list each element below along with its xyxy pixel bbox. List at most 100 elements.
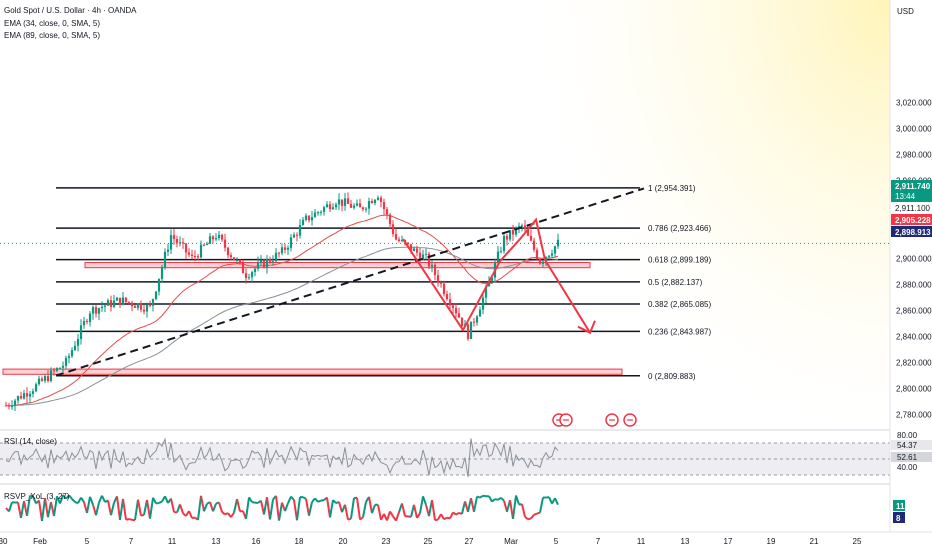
xvol-segment	[377, 504, 382, 520]
xvol-segment	[521, 503, 526, 518]
candle-body	[367, 201, 371, 209]
candle-body	[103, 305, 107, 307]
candle-body	[73, 345, 77, 351]
candle-body	[7, 405, 11, 407]
candle-body	[442, 283, 446, 295]
candle-body	[520, 225, 524, 227]
candle-body	[139, 303, 143, 310]
xvol-segment	[209, 501, 214, 512]
xvol-segment	[368, 496, 373, 514]
candle-body	[448, 299, 452, 306]
candle-body	[307, 215, 311, 221]
xvol-segment	[245, 497, 250, 519]
xvol-segment	[173, 511, 178, 514]
candle-body	[34, 384, 38, 392]
xvol-segment	[554, 497, 559, 506]
xvol-segment	[116, 496, 121, 521]
x-tick-label: 5	[554, 537, 559, 546]
xvol-segment	[545, 496, 550, 499]
xvol-segment	[86, 496, 91, 514]
xvol-segment	[476, 495, 481, 499]
xvol-segment	[440, 513, 445, 520]
rsi-axis-80: 80.00	[897, 431, 918, 440]
xvol-segment	[179, 504, 184, 514]
candle-body	[22, 393, 26, 399]
y-tick-label: 2,780.000	[896, 411, 932, 420]
xvol-segment	[122, 498, 127, 520]
xvol-segment	[536, 511, 541, 515]
candle-body	[421, 254, 425, 260]
rsi-line	[5, 437, 559, 477]
candle-body	[424, 253, 428, 255]
legend-ema89[interactable]: EMA (89, close, 0, SMA, 5)	[4, 31, 100, 40]
event-icons[interactable]	[552, 413, 637, 427]
candle-body	[118, 297, 122, 305]
candle-body	[250, 272, 254, 278]
y-tick-label: 2,820.000	[896, 359, 932, 368]
candle-body	[535, 249, 539, 260]
candle-body	[436, 275, 440, 283]
candle-body	[31, 391, 35, 394]
xvol-segment	[26, 495, 31, 517]
candle-body	[418, 252, 422, 260]
xvol-segment	[134, 499, 139, 521]
candle-body	[187, 252, 191, 255]
bid-price-tag	[891, 214, 932, 225]
xvol-segment	[446, 516, 451, 520]
candle-body	[88, 313, 92, 323]
candle-body	[253, 268, 257, 273]
candle-body	[217, 234, 221, 238]
x-tick-label: 19	[767, 537, 776, 546]
candle-body	[526, 229, 530, 236]
x-tick-label: 5	[85, 537, 90, 546]
background-glow	[540, 0, 890, 430]
candle-body	[352, 205, 356, 208]
time-axis[interactable]: 30 Feb 5 7 11 13 16 18 20 23 25 27 Mar 5 7 11 13 17 19 21 25	[0, 537, 862, 546]
candle-body	[289, 237, 293, 248]
y-tick-label: 2,880.000	[896, 281, 932, 290]
xvol-segment	[89, 496, 94, 506]
xvol-segment	[110, 502, 115, 516]
candle-body	[391, 224, 395, 235]
rsi-title[interactable]: RSI (14, close)	[4, 437, 57, 446]
legend-ema34[interactable]: EMA (34, close, 0, SMA, 5)	[4, 19, 100, 28]
candle-body	[511, 230, 515, 235]
x-tick-label: 25	[853, 537, 862, 546]
candle-body	[430, 264, 434, 267]
rsi-value-2: 52.61	[897, 453, 918, 462]
support-zone	[2, 368, 623, 375]
xvol-segment	[224, 512, 229, 516]
xvol-segment	[236, 498, 241, 512]
candle-body	[121, 297, 125, 305]
xvol-segment	[218, 502, 223, 513]
xvol-segment	[347, 517, 352, 521]
rsi-value-1: 54.37	[897, 441, 918, 450]
xvol-segment	[248, 496, 253, 503]
candle-body	[325, 204, 329, 208]
xvol-segment	[455, 512, 460, 516]
candle-body	[349, 203, 353, 208]
candle-body	[145, 304, 149, 312]
x-tick-label: 11	[168, 537, 177, 546]
candle-body	[502, 236, 506, 252]
candle-body	[166, 249, 170, 252]
xvol-title[interactable]: RSVP_XoL (3, 27)	[4, 492, 70, 501]
last-price-label: 2,911.740	[895, 182, 931, 191]
support-zones	[2, 262, 623, 375]
xvol-segment	[344, 504, 349, 520]
candle-body	[202, 244, 206, 246]
x-tick-label: 13	[681, 537, 690, 546]
candle-body	[481, 297, 485, 310]
currency-button[interactable]: USD	[897, 7, 914, 16]
candle-body	[190, 254, 194, 256]
candle-body	[229, 255, 233, 258]
ascending-trendline	[55, 187, 645, 377]
candle-body	[184, 243, 188, 253]
candle-body	[124, 297, 128, 302]
xvol-segment	[275, 495, 280, 521]
legend-symbol[interactable]: Gold Spot / U.S. Dollar · 4h · OANDA	[4, 6, 137, 15]
y-tick-label: 2,840.000	[896, 333, 932, 342]
x-tick-label: 30	[0, 537, 8, 546]
candle-body	[433, 264, 437, 276]
